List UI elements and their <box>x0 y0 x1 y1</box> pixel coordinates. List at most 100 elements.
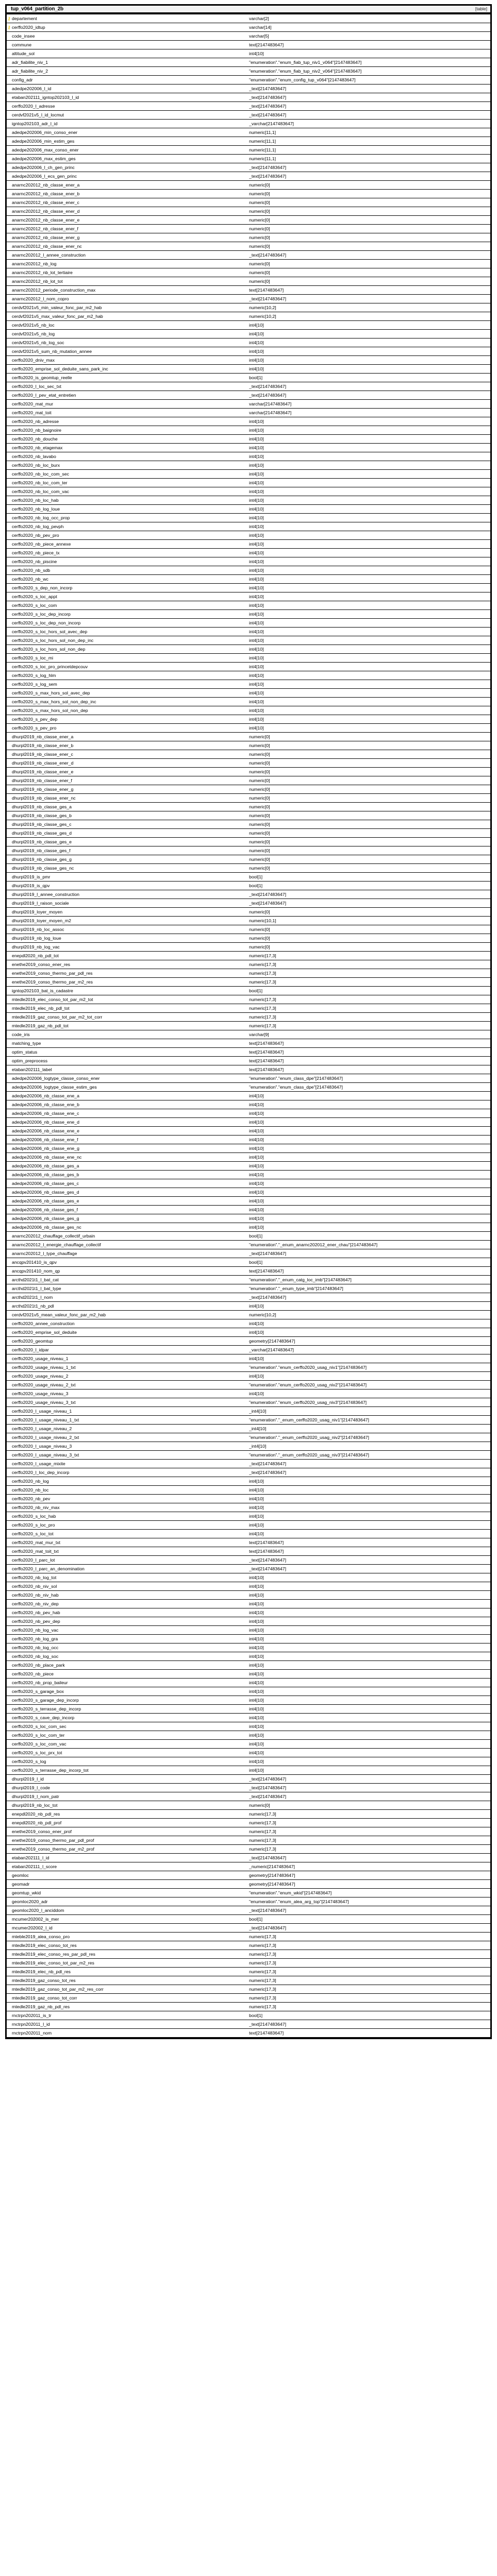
column-row[interactable]: adedpe202006_logtype_classe_estim_ges "en… <box>7 1082 490 1092</box>
column-row[interactable]: cerdvf2021v5_nb_log int4[10] <box>7 329 490 338</box>
column-row[interactable]: cerffo2020_nb_log_vac int4[10] <box>7 1625 490 1635</box>
column-row[interactable]: mtedle2019_elec_conso_tot_res numeric[17,… <box>7 1941 490 1950</box>
column-row[interactable]: cerffo2020_l_parc_an_denomination _text[2… <box>7 1564 490 1573</box>
column-row[interactable]: altitude_sol int4[10] <box>7 49 490 58</box>
column-row[interactable]: dhurpl2019_nb_classe_ges_c numeric[0] <box>7 820 490 829</box>
column-row[interactable]: cerffo2020_nb_log_gra int4[10] <box>7 1634 490 1643</box>
column-row[interactable]: cerffo2020_s_max_hors_sol_non_dep int4[10… <box>7 706 490 715</box>
column-row[interactable]: cerffo2020_l_adresse _text[2147483647] <box>7 101 490 111</box>
column-row[interactable]: cerffo2020_l_loc_dep_incorp _text[2147483… <box>7 1468 490 1477</box>
column-row[interactable]: cerffo2020_l_loc_sec_txt _text[2147483647… <box>7 382 490 391</box>
column-row[interactable]: adedpe202006_max_conso_ener numeric[11,1] <box>7 145 490 155</box>
column-row[interactable]: enethe2019_conso_thermo_par_pdl_prof nume… <box>7 1836 490 1845</box>
column-row[interactable]: cerffo2020_s_loc_pro_princetdepcouv int4[… <box>7 662 490 671</box>
column-row[interactable]: cerffo2020_nb_niv_max int4[10] <box>7 1503 490 1512</box>
column-row[interactable]: cerffo2020_s_loc_dep_non_incorp int4[10] <box>7 618 490 628</box>
column-row[interactable]: ⚷ departement varchar[2] <box>7 14 490 23</box>
column-row[interactable]: cerffo2020_emprise_sol_deduite_sans_park… <box>7 364 490 374</box>
column-row[interactable]: cerffo2020_nb_log int4[10] <box>7 1477 490 1486</box>
column-row[interactable]: cerffo2020_usage_niveau_3 int4[10] <box>7 1389 490 1398</box>
column-row[interactable]: dhurpl2019_nb_classe_ener_f numeric[0] <box>7 776 490 785</box>
column-row[interactable]: dhurpl2019_nb_loc_tot numeric[0] <box>7 1801 490 1810</box>
column-row[interactable]: mcumer202002_is_mer bool[1] <box>7 1914 490 1924</box>
column-row[interactable]: dhurpl2019_l_id _text[2147483647] <box>7 1774 490 1784</box>
column-row[interactable]: cerffo2020_is_geomtup_reelle bool[1] <box>7 373 490 382</box>
column-row[interactable]: code_iris varchar[9] <box>7 1030 490 1039</box>
column-row[interactable]: anarnc202012_periode_construction_max tex… <box>7 285 490 295</box>
column-row[interactable]: cerffo2020_s_loc_dep_incorp int4[10] <box>7 609 490 619</box>
column-row[interactable]: geomadr geometry[2147483647] <box>7 1879 490 1889</box>
column-row[interactable]: mcumer202002_l_id _text[2147483647] <box>7 1923 490 1933</box>
column-row[interactable]: dhurpl2019_nb_classe_ges_e numeric[0] <box>7 837 490 846</box>
column-row[interactable]: ancqpv201410_nom_qp text[2147483647] <box>7 1266 490 1276</box>
column-row[interactable]: cerffo2020_s_loc_appt int4[10] <box>7 592 490 601</box>
column-row[interactable]: dhurpl2019_loyer_moyen_m2 numeric[10,1] <box>7 916 490 925</box>
column-row[interactable]: cerffo2020_usage_niveau_3_txt "enumeratio… <box>7 1398 490 1407</box>
column-row[interactable]: mtedle2019_elec_conso_res_par_pdl_res num… <box>7 1950 490 1959</box>
column-row[interactable]: adedpe202006_nb_classe_ges_nc int4[10] <box>7 1223 490 1232</box>
column-row[interactable]: adr_fiabilite_niv_1 "enumeration"."enum_f… <box>7 58 490 67</box>
column-row[interactable]: mtedle2019_elec_nb_pdl_tot numeric[17,3] <box>7 1004 490 1013</box>
column-row[interactable]: cerffo2020_s_cave_dep_incorp int4[10] <box>7 1713 490 1722</box>
column-row[interactable]: cerffo2020_nb_loc_com_ter int4[10] <box>7 478 490 487</box>
column-row[interactable]: cerffo2020_nb_log_pevph int4[10] <box>7 522 490 531</box>
column-row[interactable]: dhurpl2019_l_raison_sociale _text[2147483… <box>7 899 490 908</box>
column-row[interactable]: cerffo2020_nb_log_loue int4[10] <box>7 504 490 514</box>
column-row[interactable]: cerffo2020_nb_prop_baileur int4[10] <box>7 1678 490 1687</box>
column-row[interactable]: cerffo2020_s_pev_dep int4[10] <box>7 715 490 724</box>
column-row[interactable]: cerffo2020_geomtup geometry[2147483647] <box>7 1336 490 1346</box>
column-row[interactable]: cerffo2020_nb_pev_hab int4[10] <box>7 1608 490 1617</box>
column-row[interactable]: cerdvf2021v5_mean_valeur_fonc_par_m2_hab… <box>7 1310 490 1319</box>
column-row[interactable]: adedpe202006_nb_classe_ges_g int4[10] <box>7 1214 490 1223</box>
column-row[interactable]: cerdvf2021v5_max_valeur_fonc_par_m2_hab n… <box>7 312 490 321</box>
column-row[interactable]: cerffo2020_s_loc_com int4[10] <box>7 601 490 610</box>
column-row[interactable]: mtedle2019_gaz_nb_pdl_res numeric[17,3] <box>7 2002 490 2011</box>
column-row[interactable]: dhurpl2019_nb_classe_ener_b numeric[0] <box>7 741 490 750</box>
column-row[interactable]: adedpe202006_nb_classe_ges_b int4[10] <box>7 1170 490 1179</box>
column-row[interactable]: cerffo2020_mat_mur_txt text[2147483647] <box>7 1538 490 1547</box>
column-row[interactable]: cerffo2020_s_pev_pro int4[10] <box>7 723 490 733</box>
column-row[interactable]: cerffo2020_nb_adresse int4[10] <box>7 417 490 426</box>
column-row[interactable]: cerdvf2021v5_nb_loc int4[10] <box>7 320 490 330</box>
column-row[interactable]: cerffo2020_s_max_hors_sol_non_dep_inc int… <box>7 697 490 706</box>
column-row[interactable]: cerffo2020_s_loc_hors_sol_non_dep int4[10… <box>7 645 490 654</box>
column-row[interactable]: cerffo2020_nb_lavabo int4[10] <box>7 452 490 461</box>
column-row[interactable]: cerffo2020_nb_piscine int4[10] <box>7 557 490 566</box>
column-row[interactable]: cerffo2020_usage_niveau_2_txt "enumeratio… <box>7 1380 490 1389</box>
column-row[interactable]: adedpe202006_nb_classe_ene_b int4[10] <box>7 1100 490 1109</box>
column-row[interactable]: dhurpl2019_nb_classe_ener_g numeric[0] <box>7 785 490 794</box>
column-row[interactable]: cerffo2020_s_log_sem int4[10] <box>7 680 490 689</box>
column-row[interactable]: cerffo2020_nb_loc_com_vac int4[10] <box>7 487 490 496</box>
column-row[interactable]: cerffo2020_l_usage_niveau_3_txt "enumerat… <box>7 1450 490 1460</box>
column-row[interactable]: cerffo2020_nb_loc_burx int4[10] <box>7 461 490 470</box>
column-row[interactable]: anarnc202012_nb_classe_ener_c numeric[0] <box>7 198 490 207</box>
column-row[interactable]: cerffo2020_s_loc_hors_sol_non_dep_inc int… <box>7 636 490 645</box>
column-row[interactable]: mteble2019_alea_conso_pro numeric[17,3] <box>7 1932 490 1941</box>
column-row[interactable]: adedpe202006_l_id _text[2147483647] <box>7 84 490 93</box>
column-row[interactable]: enethe2019_conso_thermo_par_m2_prof numer… <box>7 1844 490 1854</box>
column-row[interactable]: adedpe202006_nb_classe_ene_f int4[10] <box>7 1135 490 1144</box>
column-row[interactable]: cerffo2020_usage_niveau_1_txt "enumeratio… <box>7 1363 490 1372</box>
column-row[interactable]: mtedle2019_gaz_nb_pdl_tot numeric[17,3] <box>7 1021 490 1030</box>
column-row[interactable]: rnctrpn202011_nom text[2147483647] <box>7 2028 490 2038</box>
column-row[interactable]: commune text[2147483647] <box>7 40 490 49</box>
column-row[interactable]: cerffo2020_l_pev_etat_entretien _text[214… <box>7 391 490 400</box>
column-row[interactable]: anarnc202012_nb_classe_ener_d numeric[0] <box>7 207 490 216</box>
column-row[interactable]: enethe2019_conso_thermo_par_pdl_res numer… <box>7 969 490 978</box>
column-row[interactable]: mtedle2019_gaz_conso_tot_corr numeric[17,… <box>7 1993 490 2003</box>
column-row[interactable]: enethe2019_conso_ener_prof numeric[17,3] <box>7 1827 490 1836</box>
column-row[interactable]: cerffo2020_nb_loc_com_sec int4[10] <box>7 469 490 479</box>
column-row[interactable]: adr_fiabilite_niv_2 "enumeration"."enum_f… <box>7 66 490 76</box>
column-row[interactable]: optim_status text[2147483647] <box>7 1047 490 1057</box>
column-row[interactable]: rnctrpn202011_is_tr bool[1] <box>7 2011 490 2020</box>
column-row[interactable]: cerffo2020_nb_niv_dep int4[10] <box>7 1599 490 1608</box>
column-row[interactable]: cerffo2020_s_loc_com_vac int4[10] <box>7 1739 490 1749</box>
column-row[interactable]: cerffo2020_nb_pev_pro int4[10] <box>7 531 490 540</box>
column-row[interactable]: cerffo2020_s_loc_hab int4[10] <box>7 1512 490 1521</box>
column-row[interactable]: dhurpl2019_nb_classe_ges_d numeric[0] <box>7 828 490 838</box>
column-row[interactable]: anarnc202012_nb_lot_tertiaire numeric[0] <box>7 268 490 277</box>
column-row[interactable]: cerffo2020_l_usage_niveau_2_txt "enumerat… <box>7 1433 490 1442</box>
column-row[interactable]: cerffo2020_s_loc_hors_sol_avec_dep int4[1… <box>7 627 490 636</box>
column-row[interactable]: cerffo2020_s_garage_dep_incorp int4[10] <box>7 1696 490 1705</box>
column-row[interactable]: dhurpl2019_nb_classe_ges_f numeric[0] <box>7 846 490 855</box>
